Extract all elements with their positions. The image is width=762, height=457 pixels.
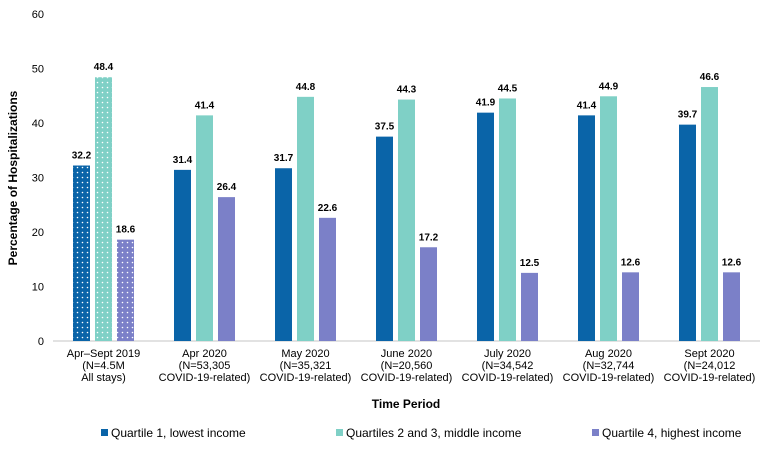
data-label: 18.6 <box>116 225 136 236</box>
bar-pattern <box>73 165 90 341</box>
y-tick-label: 50 <box>32 64 44 76</box>
y-tick-label: 40 <box>32 118 44 130</box>
legend-label: Quartile 1, lowest income <box>111 426 246 440</box>
bar <box>578 115 595 342</box>
data-label: 41.9 <box>476 98 496 109</box>
data-label: 31.4 <box>173 155 193 166</box>
x-tick-label: Sept 2020 <box>684 348 734 360</box>
data-label: 22.6 <box>318 203 338 214</box>
legend-label: Quartiles 2 and 3, middle income <box>346 426 522 440</box>
data-label: 48.4 <box>94 62 114 73</box>
x-tick-label: June 2020 <box>381 348 432 360</box>
data-label: 44.5 <box>498 83 518 94</box>
legend-label: Quartile 4, highest income <box>602 426 742 440</box>
x-tick-label: All stays) <box>81 372 126 384</box>
bar <box>174 169 191 341</box>
y-tick-label: 30 <box>32 173 44 185</box>
x-tick-label: COVID-19-related) <box>159 372 251 384</box>
data-label: 32.2 <box>72 151 92 162</box>
data-label: 37.5 <box>375 122 395 133</box>
data-label: 44.8 <box>296 82 316 93</box>
y-tick-label: 20 <box>32 227 44 239</box>
data-label: 12.5 <box>520 258 540 269</box>
data-label: 46.6 <box>700 72 720 83</box>
legend-swatch <box>592 429 599 436</box>
y-tick-label: 10 <box>32 282 44 294</box>
x-tick-label: (N=35,321 <box>280 360 332 372</box>
x-tick-label: Aug 2020 <box>585 348 632 360</box>
bar-pattern <box>95 77 112 341</box>
data-label: 12.6 <box>621 257 641 268</box>
bar <box>297 96 314 341</box>
bar <box>679 124 696 341</box>
data-label: 41.4 <box>195 100 215 111</box>
data-label: 17.2 <box>419 232 439 243</box>
x-tick-label: COVID-19-related) <box>563 372 655 384</box>
bar-pattern <box>117 239 134 341</box>
data-label: 39.7 <box>678 110 698 121</box>
x-tick-label: (N=53,305 <box>179 360 231 372</box>
y-tick-label: 0 <box>38 336 44 348</box>
x-tick-label: Apr–Sept 2019 <box>67 348 140 360</box>
x-tick-label: COVID-19-related) <box>361 372 453 384</box>
bar <box>521 272 538 341</box>
bar <box>376 136 393 341</box>
data-label: 44.3 <box>397 85 417 96</box>
x-tick-label: May 2020 <box>281 348 329 360</box>
x-tick-label: COVID-19-related) <box>462 372 554 384</box>
bar <box>218 197 235 341</box>
bar <box>477 112 494 342</box>
bar <box>275 168 292 341</box>
bar <box>420 247 437 341</box>
bar <box>701 87 718 341</box>
bar <box>723 272 740 341</box>
x-tick-label: COVID-19-related) <box>260 372 352 384</box>
data-label: 44.9 <box>599 81 619 92</box>
x-tick-label: COVID-19-related) <box>664 372 756 384</box>
bar <box>319 217 336 341</box>
bar <box>622 272 639 341</box>
data-label: 31.7 <box>274 153 294 164</box>
legend-swatch <box>336 429 343 436</box>
x-tick-label: (N=4.5M <box>82 360 125 372</box>
bar <box>196 115 213 342</box>
x-axis-label: Time Period <box>372 397 440 411</box>
x-tick-label: Apr 2020 <box>182 348 227 360</box>
x-tick-label: (N=34,542 <box>482 360 534 372</box>
bar <box>499 98 516 341</box>
x-tick-label: (N=32,744 <box>583 360 635 372</box>
legend-swatch <box>101 429 108 436</box>
x-tick-label: (N=20,560 <box>381 360 433 372</box>
data-label: 12.6 <box>722 257 742 268</box>
data-label: 26.4 <box>217 182 237 193</box>
bar <box>398 99 415 341</box>
y-axis-label: Percentage of Hospitalizations <box>6 90 20 265</box>
bar <box>600 96 617 341</box>
x-tick-label: (N=24,012 <box>684 360 736 372</box>
y-tick-label: 60 <box>32 9 44 21</box>
x-tick-label: July 2020 <box>484 348 531 360</box>
data-label: 41.4 <box>577 100 597 111</box>
